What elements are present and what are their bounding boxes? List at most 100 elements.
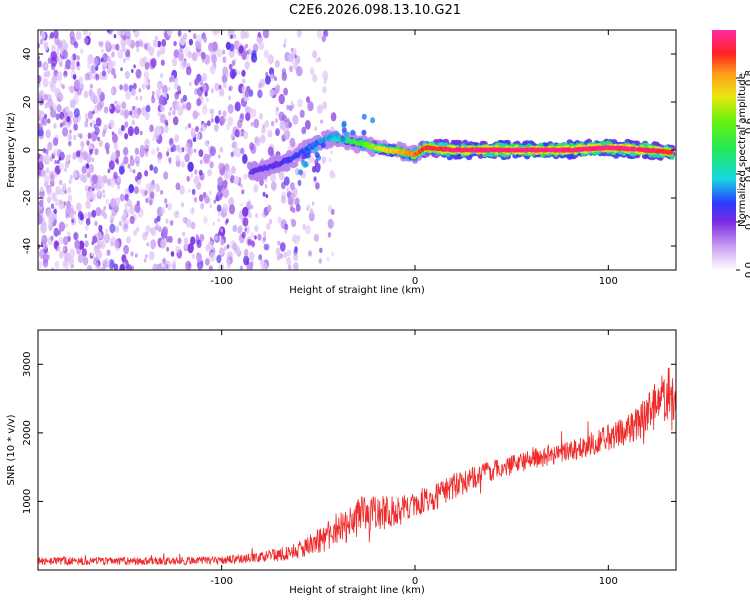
noise-blob <box>277 240 281 246</box>
noise-blob <box>246 55 250 61</box>
noise-blob <box>293 262 299 270</box>
noise-blob <box>54 260 60 269</box>
noise-blob <box>170 251 175 257</box>
noise-blob <box>94 148 99 156</box>
noise-blob <box>42 77 49 88</box>
noise-blob <box>90 91 96 102</box>
noise-blob <box>179 185 186 195</box>
noise-blob <box>228 30 235 36</box>
noise-blob <box>323 30 327 36</box>
noise-blob <box>175 154 180 162</box>
noise-blob <box>229 85 234 91</box>
noise-blob <box>119 84 123 91</box>
noise-blob <box>308 211 315 222</box>
branch-blob <box>305 152 311 159</box>
noise-blob <box>187 161 194 172</box>
noise-blob <box>113 263 119 270</box>
noise-blob <box>181 103 187 110</box>
noise-blob <box>243 248 249 257</box>
snr-x-ticks: -100 0 100 <box>210 330 618 587</box>
noise-blob <box>113 34 117 39</box>
noise-blob <box>258 41 265 51</box>
noise-blob <box>139 95 143 101</box>
noise-blob <box>265 243 270 251</box>
noise-blob <box>163 236 166 240</box>
noise-blob <box>62 127 69 137</box>
noise-blob <box>224 220 228 226</box>
noise-blob <box>173 211 178 219</box>
noise-blob <box>326 256 330 262</box>
noise-blob <box>136 47 140 53</box>
noise-blob <box>290 100 294 106</box>
noise-blob <box>98 41 102 47</box>
noise-blob <box>83 212 87 219</box>
noise-blob <box>196 41 202 50</box>
noise-blob <box>55 113 60 121</box>
noise-blob <box>43 155 48 163</box>
noise-blob <box>269 132 272 138</box>
noise-blob <box>286 249 292 257</box>
noise-blob <box>169 220 174 226</box>
snr-x-tick-label: 0 <box>412 576 418 587</box>
noise-blob <box>51 44 56 52</box>
noise-blob <box>262 30 269 39</box>
noise-blob <box>182 231 186 237</box>
noise-blob <box>196 98 202 107</box>
noise-blob <box>233 50 236 55</box>
noise-blob <box>176 91 179 96</box>
noise-blob <box>307 204 311 210</box>
noise-blob <box>97 190 101 196</box>
noise-blob <box>144 190 148 196</box>
noise-blob <box>113 142 119 150</box>
noise-blob <box>130 129 133 134</box>
noise-blob <box>52 137 59 147</box>
noise-blob <box>159 44 166 55</box>
branch-blob <box>361 129 367 136</box>
noise-blob <box>278 171 285 181</box>
noise-blob <box>57 160 60 164</box>
noise-blob <box>111 51 115 58</box>
ridge-mark <box>669 149 674 154</box>
noise-blob <box>292 47 297 55</box>
noise-blob <box>59 111 64 120</box>
noise-blob <box>206 97 209 102</box>
noise-blob <box>301 126 307 135</box>
noise-blob <box>106 148 110 155</box>
noise-blob <box>259 259 265 267</box>
noise-blob <box>132 169 136 174</box>
noise-blob <box>81 174 88 184</box>
noise-blob <box>80 140 85 148</box>
noise-blob <box>213 199 217 204</box>
noise-blob <box>178 147 183 154</box>
noise-blob <box>270 150 275 158</box>
noise-blob <box>181 161 185 168</box>
noise-blob <box>190 236 196 245</box>
noise-blob <box>129 205 135 215</box>
noise-blob <box>219 115 226 126</box>
noise-blob <box>129 215 135 225</box>
noise-blob <box>148 46 155 56</box>
noise-blob <box>117 176 122 183</box>
spectrogram-x-label: Height of straight line (km) <box>289 285 425 296</box>
noise-blob <box>89 148 93 155</box>
noise-blob <box>66 200 71 209</box>
noise-blob <box>42 147 46 154</box>
branch-blob <box>361 113 367 120</box>
noise-blob <box>133 64 136 69</box>
noise-blob <box>244 225 251 235</box>
noise-blob <box>264 184 268 189</box>
noise-blob <box>96 102 103 112</box>
noise-blob <box>123 207 130 217</box>
noise-blob <box>129 168 133 173</box>
noise-blob <box>72 170 78 179</box>
noise-blob <box>132 105 135 110</box>
noise-blob <box>47 142 53 151</box>
noise-blob <box>200 51 206 60</box>
noise-blob <box>268 218 273 225</box>
noise-blob <box>97 136 100 142</box>
noise-blob <box>259 178 264 186</box>
noise-blob <box>95 207 102 217</box>
noise-blob <box>98 179 105 189</box>
noise-blob <box>327 218 334 229</box>
ridge-mark <box>291 161 299 168</box>
